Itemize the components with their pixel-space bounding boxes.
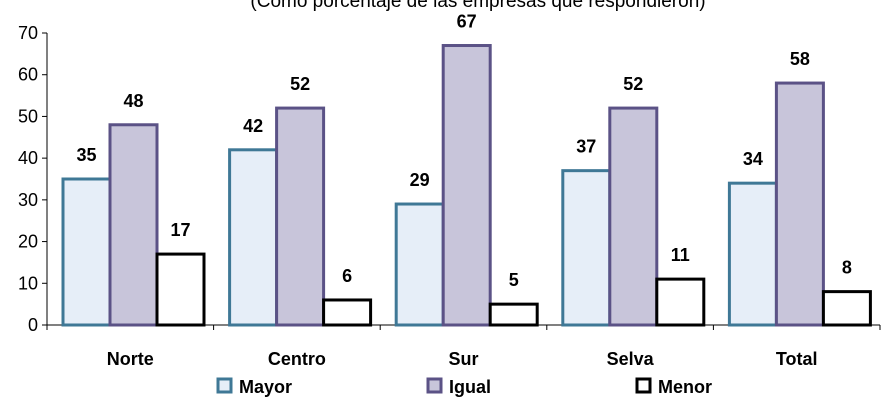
data-label: 35 [76,145,96,165]
bar-igual-selva [608,106,659,327]
legend-swatch-mayor [216,377,233,394]
data-label: 48 [123,91,143,111]
legend-swatch-igual [426,377,443,394]
bar-igual-centro [275,106,326,327]
x-category-label: Centro [268,349,326,369]
chart-subtitle: (Como porcentaje de las empresas que res… [250,0,705,12]
data-label: 5 [509,270,519,290]
legend-swatch-menor [635,377,652,394]
bar-igual-norte [108,123,159,327]
y-tick-label: 40 [18,148,38,168]
bar-igual-sur [441,44,492,327]
bar-menor-sur [488,302,539,327]
bar-mayor-centro [228,148,279,327]
data-label: 42 [243,116,263,136]
x-category-label: Total [776,349,818,369]
data-label: 8 [842,258,852,278]
x-category-label: Norte [107,349,154,369]
data-label: 34 [743,149,763,169]
x-category-label: Sur [448,349,478,369]
bar-menor-total [821,290,872,327]
bar-mayor-total [727,181,778,327]
data-label: 58 [790,49,810,69]
bar-menor-norte [155,252,206,327]
bar-mayor-selva [561,169,612,327]
data-label: 6 [342,266,352,286]
bar-menor-selva [655,277,706,327]
x-category-label: Selva [607,349,655,369]
bar-menor-centro [322,298,373,327]
bar-mayor-norte [61,177,112,327]
y-tick-label: 50 [18,106,38,126]
data-label: 29 [410,170,430,190]
y-tick-label: 30 [18,190,38,210]
data-label: 52 [623,74,643,94]
y-tick-label: 70 [18,23,38,43]
y-tick-label: 60 [18,65,38,85]
bar-igual-total [774,81,825,327]
data-label: 67 [457,12,477,32]
y-tick-label: 10 [18,273,38,293]
plot-area: 0 10 20 30 40 50 60 70 35 48 17 Norte 42 52 6 Centro 29 6… [18,12,881,369]
legend: Mayor Igual Menor [216,377,712,397]
data-label: 37 [576,137,596,157]
legend-label-mayor: Mayor [239,377,292,397]
legend-label-igual: Igual [449,377,491,397]
data-label: 11 [671,245,690,265]
bar-mayor-sur [394,202,445,327]
legend-label-menor: Menor [658,377,712,397]
y-tick-label: 0 [28,315,38,335]
y-tick-label: 20 [18,232,38,252]
data-label: 17 [170,220,190,240]
data-label: 52 [290,74,310,94]
